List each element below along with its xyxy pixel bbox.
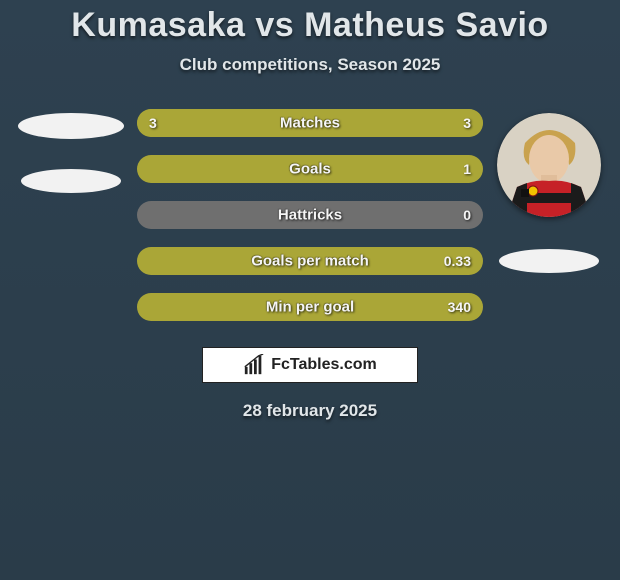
stat-value-right: 3 [463,115,471,131]
stats-bars: Matches 3 3 Goals 1 Hattricks 0 Goals per match… [137,109,483,321]
player-left-panel [11,109,131,193]
stat-value-right: 0.33 [444,253,471,269]
player-right-panel [489,109,609,273]
stat-value-right: 340 [448,299,471,315]
stat-label: Goals per match [251,253,369,270]
stat-label: Hattricks [278,207,342,224]
player-right-avatar [497,113,601,217]
infographic-date: 28 february 2025 [0,401,620,421]
stat-value-right: 1 [463,161,471,177]
page-title: Kumasaka vs Matheus Savio [0,6,620,45]
stat-bar: Matches 3 3 [137,109,483,137]
player-right-badge-placeholder [499,249,599,273]
player-left-badge-placeholder [21,169,121,193]
stat-bar: Hattricks 0 [137,201,483,229]
stat-label: Matches [280,115,340,132]
page-subtitle: Club competitions, Season 2025 [0,55,620,75]
avatar-illustration [497,113,601,217]
stat-bar: Min per goal 340 [137,293,483,321]
stat-value-left: 3 [149,115,157,131]
stat-bar: Goals 1 [137,155,483,183]
infographic-root: Kumasaka vs Matheus Savio Club competiti… [0,0,620,580]
chart-icon [243,354,265,376]
brand-text: FcTables.com [271,356,377,374]
comparison-hero: Matches 3 3 Goals 1 Hattricks 0 Goals per match… [0,109,620,321]
stat-label: Goals [289,161,331,178]
stat-value-right: 0 [463,207,471,223]
stat-bar: Goals per match 0.33 [137,247,483,275]
brand-badge: FcTables.com [202,347,418,383]
player-left-avatar-placeholder [18,113,124,139]
stat-label: Min per goal [266,299,354,316]
